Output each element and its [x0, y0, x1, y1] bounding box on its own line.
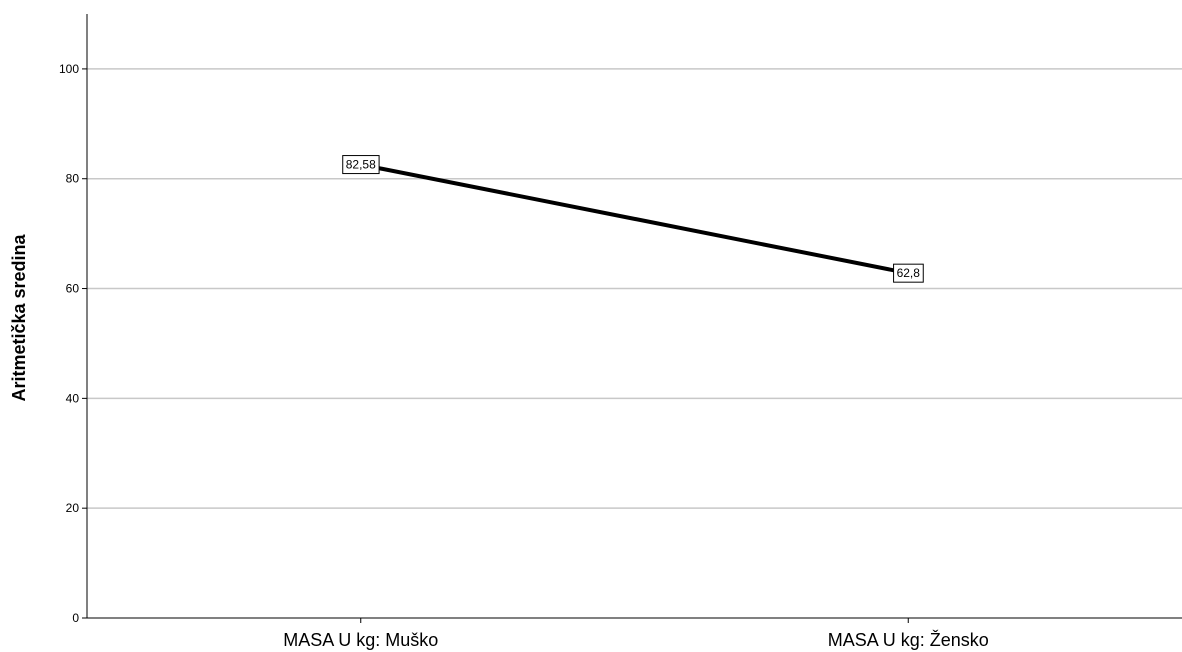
x-tick-labels: MASA U kg: Muško MASA U kg: Žensko: [283, 630, 989, 650]
y-tick-label: 0: [72, 611, 79, 625]
y-tick-label: 40: [66, 391, 80, 405]
gridlines: [87, 68, 1182, 509]
y-tick-label: 80: [66, 172, 80, 186]
data-label-box: [893, 263, 924, 283]
y-tick-label: 20: [66, 501, 80, 515]
data-label: 82,58: [342, 155, 380, 175]
data-labels: 82,58 62,8: [342, 155, 924, 283]
axes: [82, 14, 1182, 623]
data-label-text: 82,58: [346, 158, 376, 172]
data-label: 62,8: [893, 263, 924, 283]
x-tick-label: MASA U kg: Muško: [283, 630, 438, 650]
series-line: [358, 162, 911, 276]
series-group: [358, 162, 911, 276]
y-tick-label: 100: [59, 62, 79, 76]
y-tick-label: 60: [66, 282, 80, 296]
data-label-box: [342, 155, 380, 175]
y-tick-labels: 0 20 40 60 80 100: [59, 62, 79, 625]
x-tick-label: MASA U kg: Žensko: [828, 630, 989, 650]
data-label-text: 62,8: [897, 266, 921, 280]
y-axis-label: Aritmetička sredina: [9, 233, 29, 401]
